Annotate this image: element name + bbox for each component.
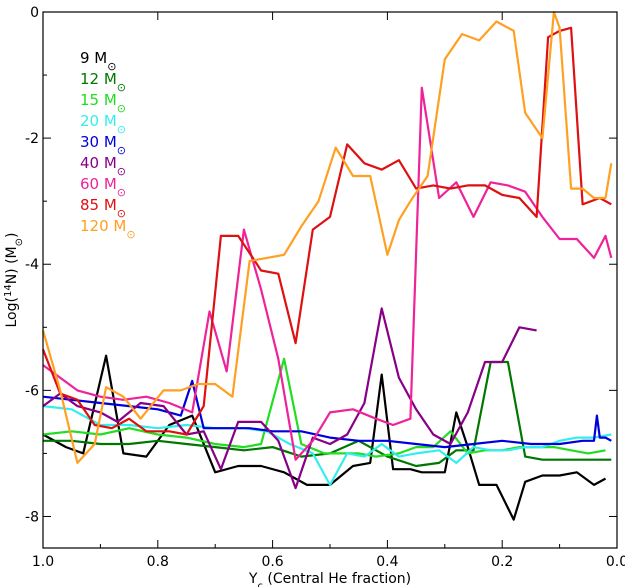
legend-entry-sun-symbol: ⊙ xyxy=(117,165,126,178)
series-line-4 xyxy=(42,379,612,449)
legend-entry-name: 30 M xyxy=(80,133,117,151)
x-tick-label: 1.0 xyxy=(32,554,54,570)
legend-entry-sun-symbol: ⊙ xyxy=(117,81,126,94)
series-line-1 xyxy=(43,360,612,468)
legend-entry-name: 40 M xyxy=(80,154,117,172)
legend-entry-sun-symbol: ⊙ xyxy=(117,123,126,136)
x-axis: 1.0 0.8 0.6 0.4 0.2 0.0 xyxy=(32,12,625,570)
y-axis-label: Log(14N) (M⊙) xyxy=(3,233,25,328)
legend-entry-1: 12 M⊙ xyxy=(80,70,126,94)
legend-entry-0: 9 M⊙ xyxy=(80,49,116,73)
legend-entry-sun-symbol: ⊙ xyxy=(117,102,126,115)
plot-frame xyxy=(42,11,618,549)
y-axis-label-post: N) (M xyxy=(4,246,20,284)
y-tick-label: -4 xyxy=(25,257,39,273)
legend-entry-5: 40 M⊙ xyxy=(80,154,126,178)
legend-entry-3: 20 M⊙ xyxy=(80,112,126,136)
y-tick-label: -6 xyxy=(25,383,39,399)
x-tick-label: 0.0 xyxy=(606,554,625,570)
legend-entry-sun-symbol: ⊙ xyxy=(126,228,135,241)
y-axis-label-sup: 14 xyxy=(3,284,14,297)
legend-entry-sun-symbol: ⊙ xyxy=(117,186,126,199)
legend-entry-sun-symbol: ⊙ xyxy=(107,60,116,73)
y-tick-label: -2 xyxy=(25,131,39,147)
legend-entry-name: 9 M xyxy=(80,49,107,67)
legend-entry-6: 60 M⊙ xyxy=(80,175,126,199)
series-line-5 xyxy=(42,307,537,490)
series-line-7 xyxy=(41,26,612,436)
legend-entry-sun-symbol: ⊙ xyxy=(117,207,126,220)
legend-entry-2: 15 M⊙ xyxy=(80,91,126,115)
legend-entry-8: 120 M⊙ xyxy=(80,217,136,241)
series-line-3 xyxy=(42,405,612,486)
x-axis-label-main: Y xyxy=(248,571,258,587)
legend-entry-name: 15 M xyxy=(80,91,117,109)
x-tick-label: 0.6 xyxy=(261,554,283,570)
series-line-8 xyxy=(41,10,613,464)
legend-entry-4: 30 M⊙ xyxy=(80,133,126,157)
y-axis-label-sym: ⊙ xyxy=(14,238,25,246)
y-axis-label-pre: Log( xyxy=(4,297,20,327)
y-tick-label: 0 xyxy=(30,5,39,21)
legend-entry-sun-symbol: ⊙ xyxy=(117,144,126,157)
y-tick-label: -8 xyxy=(25,509,39,525)
x-axis-label-sub: c xyxy=(257,581,263,587)
x-axis-label: Yc (Central He fraction) xyxy=(248,571,411,587)
y-axis: -8 -6 -4 -2 0 xyxy=(25,5,617,525)
series-group xyxy=(41,10,613,521)
y-axis-label-close: ) xyxy=(4,233,20,238)
x-tick-label: 0.4 xyxy=(376,554,398,570)
legend-entry-7: 85 M⊙ xyxy=(80,196,126,220)
x-axis-label-rest: (Central He fraction) xyxy=(263,571,411,587)
legend-entry-name: 120 M xyxy=(80,217,126,235)
legend-entry-name: 20 M xyxy=(80,112,117,130)
legend: 9 M⊙12 M⊙15 M⊙20 M⊙30 M⊙40 M⊙60 M⊙85 M⊙1… xyxy=(80,49,136,241)
x-tick-label: 0.2 xyxy=(491,554,513,570)
legend-entry-name: 85 M xyxy=(80,196,117,214)
legend-entry-name: 60 M xyxy=(80,175,117,193)
x-tick-label: 0.8 xyxy=(147,554,169,570)
series-line-0 xyxy=(42,354,607,521)
legend-entry-name: 12 M xyxy=(80,70,117,88)
